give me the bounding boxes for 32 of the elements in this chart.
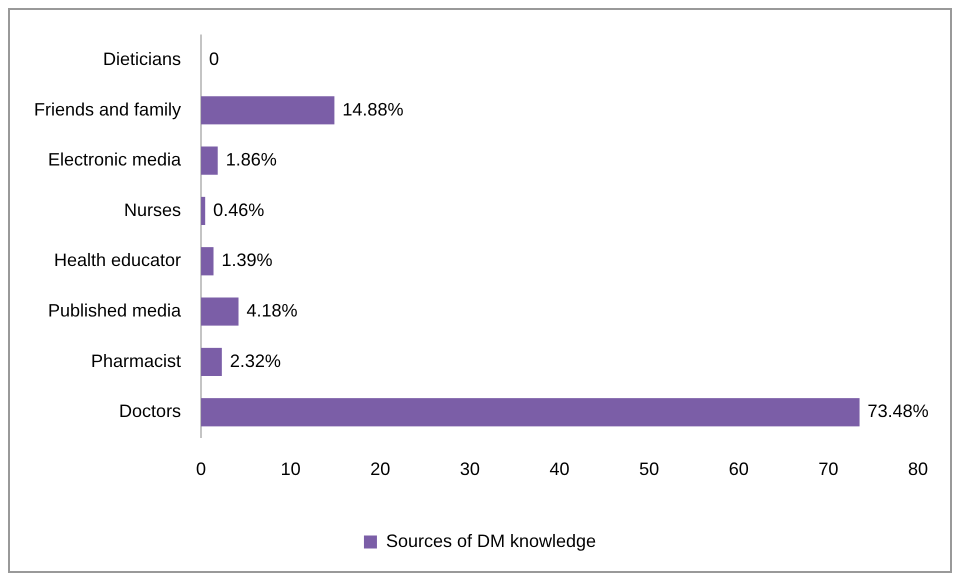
data-label: 0.46% xyxy=(213,200,264,220)
bar xyxy=(201,247,214,276)
data-label: 73.48% xyxy=(868,401,929,422)
y-tick-label: Friends and family xyxy=(34,99,182,120)
y-tick-label: Nurses xyxy=(124,200,182,220)
x-tick-label: 40 xyxy=(550,459,570,480)
y-tick-label: Dieticians xyxy=(103,48,182,69)
x-tick-label: 10 xyxy=(280,459,301,480)
bar xyxy=(201,146,218,175)
y-tick-label: Doctors xyxy=(119,401,182,422)
data-label: 2.32% xyxy=(230,350,281,371)
x-tick-label: 50 xyxy=(639,459,660,480)
x-tick-label: 20 xyxy=(370,459,390,480)
bar xyxy=(201,297,239,326)
x-tick-label: 60 xyxy=(728,459,749,480)
y-tick-label: Published media xyxy=(48,300,182,321)
bar xyxy=(201,398,860,426)
bar xyxy=(201,348,222,376)
y-tick-label: Electronic media xyxy=(48,150,182,170)
y-tick-label: Pharmacist xyxy=(91,350,182,371)
x-tick-label: 70 xyxy=(818,459,838,480)
data-label: 0 xyxy=(209,48,220,69)
data-label: 1.86% xyxy=(226,150,277,170)
data-label: 14.88% xyxy=(342,99,404,120)
x-tick-label: 30 xyxy=(460,459,480,480)
x-tick-label: 80 xyxy=(908,459,928,480)
legend-label: Sources of DM knowledge xyxy=(386,530,596,551)
data-label: 1.39% xyxy=(222,250,273,270)
x-tick-label: 0 xyxy=(196,459,206,480)
y-tick-label: Health educator xyxy=(54,250,182,270)
bar xyxy=(201,96,334,124)
data-label: 4.18% xyxy=(246,300,298,321)
